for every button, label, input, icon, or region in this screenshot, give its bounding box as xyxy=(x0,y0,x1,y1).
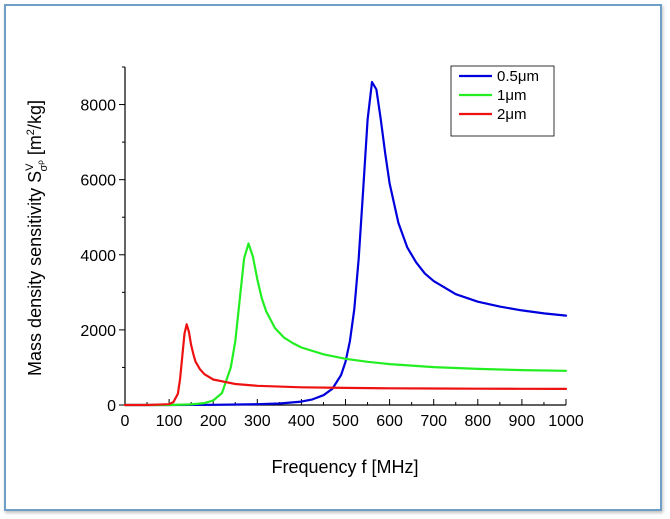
y-tick-label: 8000 xyxy=(80,98,116,115)
axes: 0 100 200 300 400 500 600 700 800 900 1000 0 2000 400… xyxy=(80,66,584,430)
y-axis-label: Mass density sensitivity SV σρ [m2/kg] xyxy=(24,100,50,376)
x-tick-label: 0 xyxy=(121,413,130,430)
series-layer xyxy=(123,80,568,407)
x-axis-label: Frequency f [MHz] xyxy=(271,457,418,477)
legend-box xyxy=(450,65,555,137)
series-line xyxy=(123,323,568,407)
y-axis-label-unit-sup: 2 xyxy=(25,129,37,135)
legend: 0.5μm 1μm 2μm xyxy=(450,65,555,137)
x-tick-label: 100 xyxy=(156,413,183,430)
y-axis-label-unit-open: [m xyxy=(25,135,45,160)
y-tick-label: 4000 xyxy=(80,248,116,265)
legend-label: 0.5μm xyxy=(497,68,539,85)
y-axis-label-prefix: Mass density sensitivity S xyxy=(25,171,45,376)
y-tick-label: 0 xyxy=(107,398,116,415)
x-tick-label: 1000 xyxy=(548,413,584,430)
x-tick-label: 200 xyxy=(200,413,227,430)
x-tick-label: 300 xyxy=(244,413,271,430)
y-axis-label-sub: σ xyxy=(38,165,50,172)
series-line xyxy=(123,80,568,407)
y-axis-label-sup: V xyxy=(24,163,36,171)
legend-label: 1μm xyxy=(497,87,526,104)
x-tick-label: 400 xyxy=(288,413,315,430)
series-line xyxy=(123,242,568,407)
x-tick-label: 800 xyxy=(464,413,491,430)
x-tick-label: 600 xyxy=(376,413,403,430)
y-axis-label-subsup: ρ xyxy=(36,160,45,165)
y-tick-label: 2000 xyxy=(80,323,116,340)
y-axis-label-unit-close: /kg] xyxy=(25,100,45,129)
y-tick-label: 6000 xyxy=(80,173,116,190)
legend-label: 2μm xyxy=(497,106,526,123)
x-tick-label: 700 xyxy=(420,413,447,430)
x-tick-label: 900 xyxy=(509,413,536,430)
x-tick-label: 500 xyxy=(332,413,359,430)
